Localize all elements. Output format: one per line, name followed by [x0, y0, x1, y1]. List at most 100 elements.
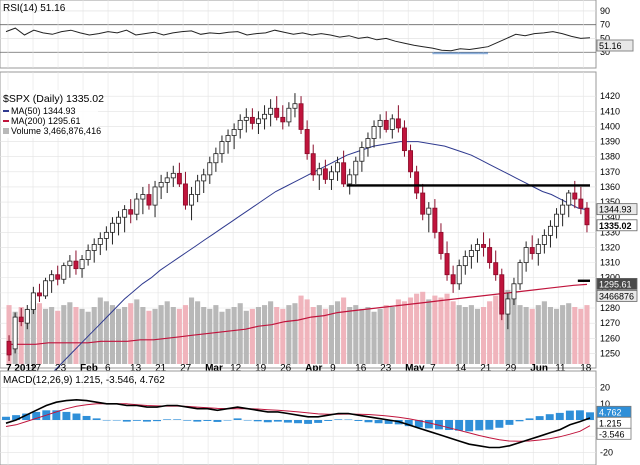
volume-bar — [249, 308, 255, 364]
candle-up — [225, 135, 231, 142]
volume-bar — [371, 311, 377, 364]
volume-bar — [566, 303, 572, 364]
volume-bar — [517, 305, 523, 364]
macd-tick-label: -20 — [600, 447, 613, 457]
volume-bar — [255, 307, 262, 364]
candle-down — [408, 150, 414, 173]
volume-bar — [49, 307, 55, 364]
macd-histogram-bar — [314, 420, 323, 423]
macd-histogram-bar — [253, 420, 262, 422]
price-tick-label: 1250 — [600, 348, 620, 358]
candle-up — [134, 198, 140, 215]
date-tick-label: 14 — [455, 363, 467, 374]
macd-histogram-bar — [545, 414, 554, 420]
price-tag-box — [596, 203, 638, 216]
volume-bar — [286, 305, 292, 364]
rsi-oversold-fill — [450, 52, 461, 55]
volume-bar — [468, 305, 474, 364]
date-tick-label: 7 2012 — [6, 363, 37, 374]
volume-bar — [322, 308, 328, 364]
macd-histogram-bar — [565, 410, 574, 420]
macd-histogram-bar — [213, 420, 222, 422]
volume-bar — [316, 305, 322, 364]
rsi-oversold-fill — [441, 52, 451, 55]
volume-bar — [365, 307, 371, 364]
legend-volume-swatch — [3, 128, 9, 134]
date-tick-label: 12 — [230, 363, 242, 374]
price-tick-label: 1420 — [600, 91, 620, 101]
volume-bar — [578, 308, 584, 364]
price-tick-labels: 1250126012701280129013001310132013301340… — [600, 91, 620, 358]
legend-ma50: MA(50) 1344.93 — [11, 106, 76, 116]
price-tick-label: 1370 — [600, 167, 620, 177]
candle-down — [6, 340, 12, 356]
candle-up — [505, 298, 511, 315]
candle-down — [395, 118, 401, 129]
candle-up — [30, 292, 36, 310]
macd-histogram-bar — [384, 420, 393, 424]
macd-histogram-bar — [263, 420, 272, 423]
candle-up — [359, 147, 365, 162]
candle-up — [347, 174, 353, 185]
macd-line — [5, 398, 591, 449]
volume-bar — [164, 301, 170, 364]
macd-histogram-bar — [82, 415, 91, 420]
candle-down — [438, 231, 444, 254]
macd-histogram-bar — [414, 420, 423, 428]
volume-bar — [103, 301, 109, 364]
macd-histogram-bar — [193, 420, 202, 422]
candle-up — [262, 113, 268, 120]
candle-up — [365, 138, 371, 149]
date-tick-label: 7 — [430, 363, 436, 374]
macd-tag-label: -3.546 — [599, 429, 625, 439]
candle-down — [128, 209, 134, 215]
candle-up — [511, 283, 517, 300]
price-tick-label: 1350 — [600, 197, 620, 207]
macd-histogram-bar — [424, 420, 433, 429]
rsi-tick-label: 50 — [600, 33, 610, 43]
macd-histogram-bar — [62, 411, 71, 420]
candle-up — [158, 182, 164, 188]
candle-up — [255, 118, 261, 124]
macd-histogram-bar — [92, 418, 101, 420]
volume-bar — [170, 307, 176, 364]
volume-bar — [304, 299, 310, 364]
volume-bar — [414, 293, 420, 364]
price-title: $SPX (Daily) 1335.02 — [3, 93, 104, 105]
volume-bar — [55, 310, 61, 364]
candle-up — [377, 119, 383, 127]
candle-up — [140, 194, 146, 200]
volume-bar — [140, 307, 146, 364]
volume-bar — [36, 303, 43, 364]
volume-bar — [195, 301, 201, 364]
macd-histogram-bar — [223, 420, 232, 421]
price-tick-label: 1310 — [600, 258, 620, 268]
date-tick-label: 21 — [480, 363, 492, 374]
candle-up — [85, 250, 91, 260]
volume-bar — [572, 307, 578, 364]
date-tick-label: 11 — [555, 363, 566, 374]
macd-histogram-bar — [515, 420, 524, 422]
macd-histogram-bar — [324, 420, 333, 421]
date-tick-label: 17 — [30, 363, 42, 374]
rsi-last-value: 51.16 — [599, 41, 622, 51]
candle-up — [213, 153, 219, 164]
macd-histogram-bar — [183, 420, 192, 421]
volume-bar — [122, 307, 128, 364]
price-panel: 1250126012701280129013001310132013301340… — [0, 71, 638, 418]
volume-bar — [310, 307, 316, 364]
candle-up — [554, 213, 560, 227]
candle-down — [55, 274, 61, 280]
macd-tick-label: 20 — [600, 383, 610, 393]
candle-up — [195, 180, 201, 195]
volume-bar — [359, 308, 365, 364]
candle-up — [541, 234, 547, 245]
candle-up — [468, 250, 474, 257]
price-last-value-tags: 1344.93 1335.02 1295.61 3466876 — [596, 203, 638, 302]
candle-up — [170, 172, 176, 179]
candle-down — [383, 119, 389, 130]
volume-bar — [261, 305, 268, 364]
rsi-tick-labels: 30 50 70 90 — [600, 6, 610, 57]
macd-tag-label: 4.762 — [599, 407, 622, 417]
price-tag-label: 1344.93 — [599, 205, 632, 215]
